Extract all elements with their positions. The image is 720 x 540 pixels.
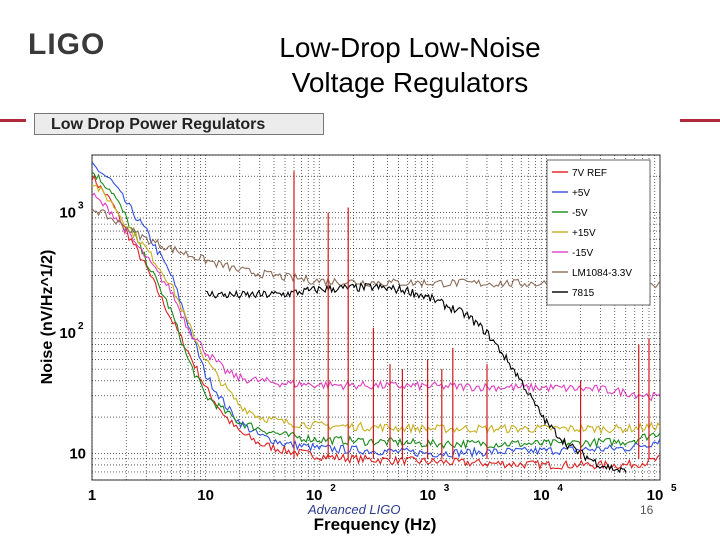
legend: 7V REF +5V -5V +15V -15V LM1084-3.3V 7815 [546, 159, 651, 306]
footer-advanced-ligo: Advanced LIGO [308, 502, 401, 517]
accent-rule-left [0, 119, 26, 122]
x-tick-exp-5: 5 [671, 483, 677, 494]
legend-label-1: +5V [572, 188, 590, 199]
y-tick-base-0: 10 [69, 445, 86, 462]
plot-series [92, 161, 660, 474]
legend-label-5: LM1084-3.3V [572, 268, 632, 279]
slide-title: Low-Drop Low-Noise Voltage Regulators [200, 30, 620, 100]
series-line-1 [92, 161, 660, 459]
x-tick-label-0: 1 [88, 487, 96, 504]
y-tick-label-0: 10 [69, 445, 86, 462]
x-tick-label-5: 10 5 [647, 483, 677, 504]
legend-label-2: -5V [572, 208, 588, 219]
x-axis-label: Frequency (Hz) [314, 515, 437, 534]
y-axis-label: Noise (nV/Hz^1/2) [39, 250, 56, 385]
x-tick-exp-3: 3 [444, 483, 450, 494]
y-tick-exp-1: 2 [78, 321, 84, 332]
y-tick-label-1: 10 2 [59, 321, 84, 342]
series-line-3 [92, 184, 660, 435]
x-tick-exp-2: 2 [330, 483, 336, 494]
x-tick-base-5: 10 [647, 487, 664, 504]
accent-rule-right [680, 119, 720, 122]
legend-label-6: 7815 [572, 288, 595, 299]
title-line-1: Low-Drop Low-Noise [279, 32, 541, 63]
x-tick-base-3: 10 [419, 487, 436, 504]
page-number: 16 [640, 503, 654, 517]
title-line-2: Voltage Regulators [291, 67, 529, 98]
y-tick-base-2: 10 [59, 204, 76, 221]
legend-label-3: +15V [572, 228, 596, 239]
legend-label-4: -15V [572, 248, 593, 259]
y-tick-exp-2: 3 [78, 200, 84, 211]
legend-label-0: 7V REF [572, 168, 607, 179]
x-tick-exp-4: 4 [557, 483, 563, 494]
panel-title: Low Drop Power Regulators [34, 113, 324, 135]
x-tick-base-2: 10 [306, 487, 323, 504]
x-tick-base-0: 1 [88, 487, 96, 504]
x-tick-label-4: 10 4 [533, 483, 563, 504]
y-tick-base-1: 10 [59, 325, 76, 342]
ligo-logo: LIGO [28, 28, 106, 61]
series-line-0 [92, 173, 660, 471]
x-tick-base-4: 10 [533, 487, 550, 504]
y-tick-label-2: 10 3 [59, 200, 84, 221]
x-tick-label-2: 10 2 [306, 483, 336, 504]
x-tick-base-1: 10 [197, 487, 214, 504]
series-line-4 [92, 192, 660, 402]
series-line-6 [205, 282, 627, 474]
x-tick-label-1: 10 [197, 487, 214, 504]
x-tick-label-3: 10 3 [419, 483, 449, 504]
